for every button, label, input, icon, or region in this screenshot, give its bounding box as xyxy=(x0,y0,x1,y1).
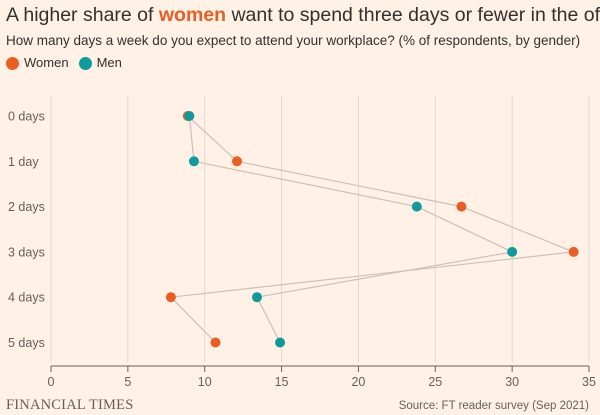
dot-men-4 xyxy=(251,292,262,303)
category-label-4: 4 days xyxy=(8,291,45,305)
label-layer: 0 5 10 15 20 25 30 35 0 days 1 day 2 days 3 days 4 d… xyxy=(8,110,596,390)
legend-label-women: Women xyxy=(24,55,69,70)
x-tick-label-30: 30 xyxy=(505,375,519,389)
category-label-0: 0 days xyxy=(8,110,45,124)
x-tick-label-5: 5 xyxy=(124,375,131,389)
dot-men-5 xyxy=(275,337,286,348)
connector-layer xyxy=(169,115,574,343)
legend: Women Men xyxy=(6,54,132,72)
dot-men-1 xyxy=(188,156,199,167)
dot-layer xyxy=(165,111,579,348)
connector-men xyxy=(188,115,515,343)
legend-swatch-men xyxy=(78,56,92,70)
grid-layer xyxy=(50,96,590,372)
dot-women-5 xyxy=(210,337,221,348)
x-tick-label-35: 35 xyxy=(582,375,596,389)
legend-swatch-women xyxy=(6,56,19,70)
dot-women-3 xyxy=(568,246,579,257)
chart-title: A higher share of women want to spend th… xyxy=(6,2,600,28)
connector-women xyxy=(169,115,574,343)
dot-women-2 xyxy=(456,201,467,212)
chart-subtitle: How many days a week do you expect to at… xyxy=(6,33,581,48)
title-prefix: A higher share of xyxy=(6,4,159,26)
title-highlight: women xyxy=(158,4,227,26)
legend-label-men: Men xyxy=(96,55,122,70)
dot-men-2 xyxy=(411,201,422,212)
title-suffix: want to spend three days or fewer in the… xyxy=(226,4,600,26)
x-tick-label-10: 10 xyxy=(198,375,212,389)
x-tick-label-25: 25 xyxy=(428,375,442,389)
category-label-5: 5 days xyxy=(8,336,45,350)
category-label-2: 2 days xyxy=(8,200,45,214)
legend-item-women: Women xyxy=(6,54,69,72)
dot-men-3 xyxy=(507,246,518,257)
ft-logo: FINANCIAL TIMES xyxy=(6,397,134,413)
category-label-3: 3 days xyxy=(8,245,45,259)
dot-women-1 xyxy=(231,156,242,167)
legend-item-men: Men xyxy=(78,54,122,72)
category-label-1: 1 day xyxy=(8,155,39,169)
source-note: Source: FT reader survey (Sep 2021) xyxy=(398,400,589,412)
x-tick-label-20: 20 xyxy=(351,375,365,389)
dot-men-0 xyxy=(184,111,195,121)
x-tick-label-0: 0 xyxy=(48,375,55,389)
dot-women-4 xyxy=(165,292,176,303)
x-tick-label-15: 15 xyxy=(275,375,289,389)
